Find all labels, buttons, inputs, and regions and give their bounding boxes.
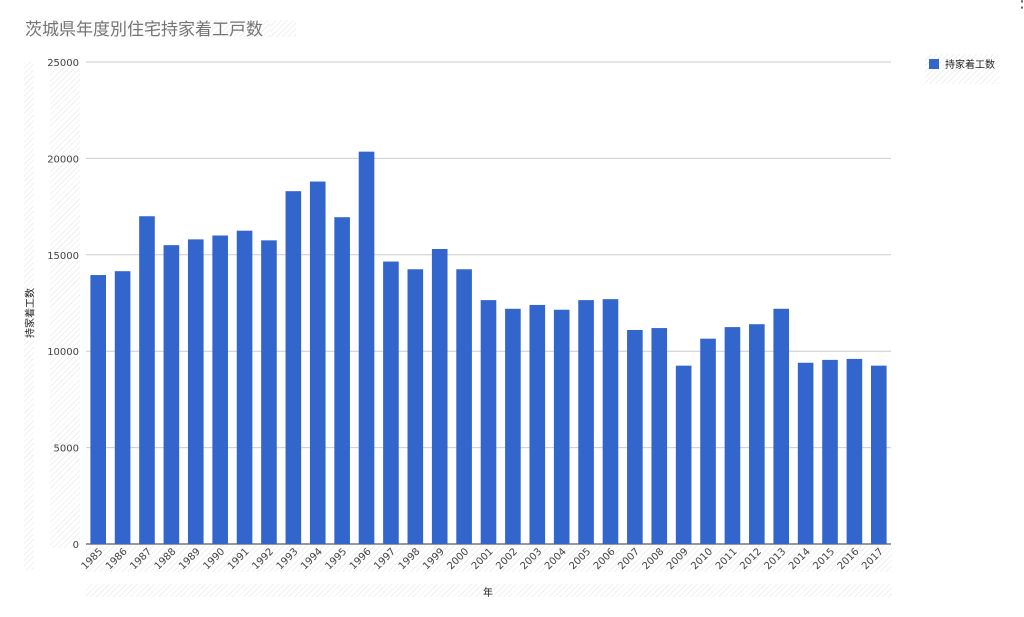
bar[interactable] [187,239,204,544]
x-tick-placeholder [86,545,892,572]
x-tick-label: 1996 [348,546,374,572]
bar[interactable] [773,308,790,544]
bars [90,151,887,545]
x-axis-label-placeholder [86,584,892,597]
x-tick-label: 2004 [543,546,569,572]
bar[interactable] [139,216,155,545]
y-tick-label: 10000 [47,347,79,358]
x-tick-label: 2016 [836,546,862,572]
x-tick-label: 1987 [128,546,154,572]
x-tick-label: 1990 [202,546,228,572]
bar[interactable] [90,275,107,544]
vertical-dots-icon[interactable]: ⋮ [1013,0,1024,12]
y-axis-label: 持家着工数 [25,288,37,338]
y-tick-label: 20000 [47,154,79,165]
x-tick-label: 2001 [470,546,496,572]
x-tick-label: 1988 [153,546,179,572]
bar[interactable] [480,300,497,544]
bar[interactable] [163,245,180,544]
x-tick-label: 1986 [104,546,130,572]
x-tick-label: 2015 [811,546,837,572]
bar[interactable] [334,217,350,545]
legend-swatch [929,58,939,69]
bar[interactable] [724,327,741,544]
bar[interactable] [358,151,375,545]
bar[interactable] [456,269,472,544]
bar[interactable] [529,304,546,544]
bar[interactable] [797,362,814,544]
bar[interactable] [431,249,448,545]
bar[interactable] [627,329,643,544]
legend-label: 持家着工数 [945,60,995,71]
x-tick-label: 1998 [397,546,423,572]
x-tick-label: 1985 [80,546,106,572]
x-tick-label: 2006 [592,546,618,572]
bar[interactable] [870,365,887,544]
x-tick-label: 1997 [372,546,398,572]
title-placeholder [24,20,270,37]
bar[interactable] [822,359,838,544]
x-tick-label: 2005 [567,546,593,572]
bar[interactable] [236,230,253,544]
y-tick-label: 15000 [47,251,79,262]
x-tick-label: 1995 [323,546,349,572]
x-tick-label: 2009 [665,546,691,572]
y-tick-label: 5000 [54,444,79,455]
x-tick-label: 2010 [689,546,715,572]
bar[interactable] [553,309,570,544]
bar[interactable] [261,240,277,544]
bar[interactable] [602,299,619,544]
chart-title: 茨城県年度別住宅持家着工戸数 [25,20,263,40]
bar[interactable] [578,300,594,544]
x-tick-label: 1989 [177,546,203,572]
x-tick-label: 1999 [421,546,447,572]
bar[interactable] [846,358,863,544]
x-tick-label: 1992 [250,546,276,572]
x-tick-label: 2011 [714,546,740,572]
y-tick-label: 25000 [47,58,79,69]
x-tick-label: 2012 [738,546,764,572]
x-tick-label: 2017 [860,546,886,572]
y-axis-ticks: 0 5000 10000 15000 20000 25000 [47,58,79,551]
x-tick-label: 2013 [763,546,789,572]
x-tick-label: 2003 [519,546,545,572]
bar[interactable] [675,365,692,544]
x-tick-label: 2007 [616,546,642,572]
bar[interactable] [749,324,765,544]
bar[interactable] [383,261,399,544]
y-tick-placeholder [50,58,80,548]
bar[interactable] [700,338,716,544]
bar[interactable] [651,328,668,544]
x-axis-ticks: 1985198619871988198919901991199219931994… [80,546,886,572]
x-tick-label: 2000 [445,546,471,572]
title-placeholder-tail [270,20,296,37]
x-tick-label: 1993 [275,546,301,572]
x-tick-label: 1994 [299,546,325,572]
x-tick-label: 1991 [226,546,252,572]
bar[interactable] [114,271,131,544]
x-tick-label: 2002 [494,546,520,572]
bar[interactable] [407,269,424,544]
bar[interactable] [285,191,302,544]
bar[interactable] [212,235,228,544]
x-tick-label: 2014 [787,546,813,572]
y-axis-label-placeholder [24,62,34,570]
x-tick-label: 2008 [641,546,667,572]
y-tick-label: 0 [73,540,79,551]
bar[interactable] [505,308,521,544]
x-axis-label: 年 [483,588,493,599]
legend-item[interactable]: 持家着工数 [929,56,995,71]
bar[interactable] [309,181,326,544]
